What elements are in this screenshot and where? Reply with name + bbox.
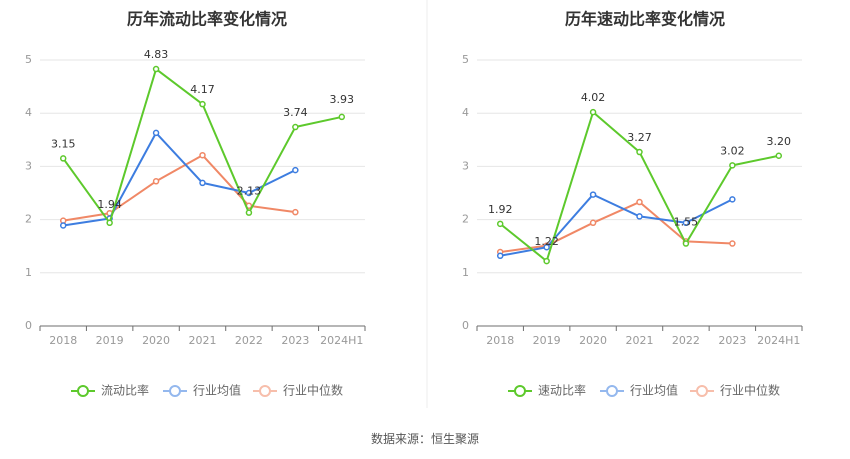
data-point[interactable] [682, 240, 690, 247]
legend-label: 行业中位数 [283, 383, 343, 398]
chart-title: 历年流动比率变化情况 [127, 10, 287, 29]
legend-item[interactable]: 行业中位数 [253, 383, 343, 398]
x-tick-label: 2021 [189, 334, 217, 347]
data-point[interactable] [589, 191, 597, 198]
data-point[interactable] [338, 113, 346, 121]
legend-marker [514, 385, 526, 397]
legend-label: 行业中位数 [720, 383, 780, 398]
data-label: 1.55 [674, 216, 699, 229]
data-point[interactable] [199, 151, 206, 159]
data-point[interactable] [636, 213, 643, 220]
data-point[interactable] [292, 166, 299, 174]
data-point[interactable] [729, 240, 736, 247]
data-point[interactable] [729, 196, 736, 203]
data-label: 1.94 [97, 198, 122, 211]
data-point[interactable] [589, 108, 597, 116]
data-point[interactable] [152, 178, 160, 185]
y-tick-label: 5 [462, 53, 469, 66]
data-point[interactable] [292, 123, 299, 131]
x-tick-label: 2024H1 [757, 334, 800, 347]
data-point[interactable] [496, 220, 504, 228]
legend-item[interactable]: 速动比率 [508, 383, 586, 398]
legend-item[interactable]: 行业均值 [600, 383, 678, 398]
data-point[interactable] [775, 152, 783, 160]
y-tick-label: 0 [462, 319, 469, 332]
data-label: 4.17 [190, 83, 215, 96]
data-point[interactable] [199, 100, 206, 108]
data-label: 3.93 [330, 93, 355, 106]
y-tick-label: 1 [462, 266, 469, 279]
data-label: 4.83 [144, 48, 169, 61]
y-tick-label: 4 [462, 106, 469, 119]
current-ratio-chart: 历年流动比率变化情况 0 1 2 3 4 5 2018 2019 2020 2021 2022 2023… [25, 10, 366, 398]
data-point[interactable] [729, 162, 736, 169]
data-point[interactable] [292, 208, 299, 216]
x-tick-label: 2019 [533, 334, 561, 347]
series-line [63, 131, 296, 227]
data-label: 1.22 [534, 235, 559, 248]
y-tick-label: 3 [25, 159, 32, 172]
x-tick-label: 2020 [579, 334, 607, 347]
y-tick-label: 0 [25, 319, 32, 332]
x-tick-label: 2018 [49, 334, 77, 347]
data-label: 2.13 [237, 185, 262, 198]
legend-marker [696, 385, 708, 397]
x-tick-label: 2022 [672, 334, 700, 347]
x-tick-label: 2024H1 [320, 334, 363, 347]
data-point[interactable] [245, 189, 253, 197]
legend-label: 流动比率 [101, 383, 149, 398]
data-label: 1.92 [488, 203, 513, 216]
quick-ratio-chart: 历年速动比率变化情况 0 1 2 3 4 5 2018 2019 2020 2021 2022 2023… [462, 10, 803, 398]
data-point[interactable] [199, 179, 206, 187]
legend-marker [259, 385, 271, 397]
data-point[interactable] [59, 222, 67, 229]
y-tick-label: 3 [462, 159, 469, 172]
data-point[interactable] [543, 244, 550, 251]
x-tick-label: 2019 [96, 334, 124, 347]
data-point[interactable] [152, 65, 160, 73]
data-point[interactable] [543, 257, 550, 265]
legend-marker [169, 385, 181, 397]
x-tick-label: 2020 [142, 334, 170, 347]
legend-item[interactable]: 行业均值 [163, 383, 241, 398]
legend-item[interactable]: 行业中位数 [690, 383, 780, 398]
x-tick-label: 2023 [281, 334, 309, 347]
x-tick-label: 2023 [718, 334, 746, 347]
data-point[interactable] [59, 155, 67, 162]
legend-item[interactable]: 流动比率 [71, 383, 149, 398]
data-point[interactable] [636, 148, 643, 156]
y-tick-label: 4 [25, 106, 32, 119]
x-tick-label: 2022 [235, 334, 263, 347]
legend-label: 行业均值 [193, 383, 241, 398]
series-line [63, 154, 296, 222]
legend-label: 速动比率 [538, 383, 586, 398]
data-label: 3.02 [720, 144, 745, 157]
data-point[interactable] [496, 252, 504, 260]
data-label: 3.20 [767, 135, 792, 148]
data-label: 3.15 [51, 137, 76, 150]
y-tick-label: 5 [25, 53, 32, 66]
chart-title: 历年速动比率变化情况 [565, 10, 725, 29]
legend-label: 行业均值 [630, 383, 678, 398]
data-point[interactable] [152, 129, 160, 137]
x-tick-label: 2021 [626, 334, 654, 347]
x-tick-label: 2018 [486, 334, 514, 347]
legend-marker [606, 385, 618, 397]
y-tick-label: 1 [25, 266, 32, 279]
data-source-note: 数据来源：恒生聚源 [370, 432, 479, 446]
data-point[interactable] [636, 198, 643, 206]
data-label: 3.27 [627, 131, 652, 144]
legend-marker [77, 385, 89, 397]
data-point[interactable] [106, 219, 113, 227]
series-line [500, 201, 733, 254]
y-tick-label: 2 [25, 213, 32, 226]
data-point[interactable] [245, 209, 253, 216]
data-label: 4.02 [581, 91, 606, 104]
y-tick-label: 2 [462, 213, 469, 226]
data-point[interactable] [682, 219, 690, 227]
data-point[interactable] [589, 219, 597, 227]
series-line [500, 193, 733, 257]
data-label: 3.74 [283, 106, 308, 119]
